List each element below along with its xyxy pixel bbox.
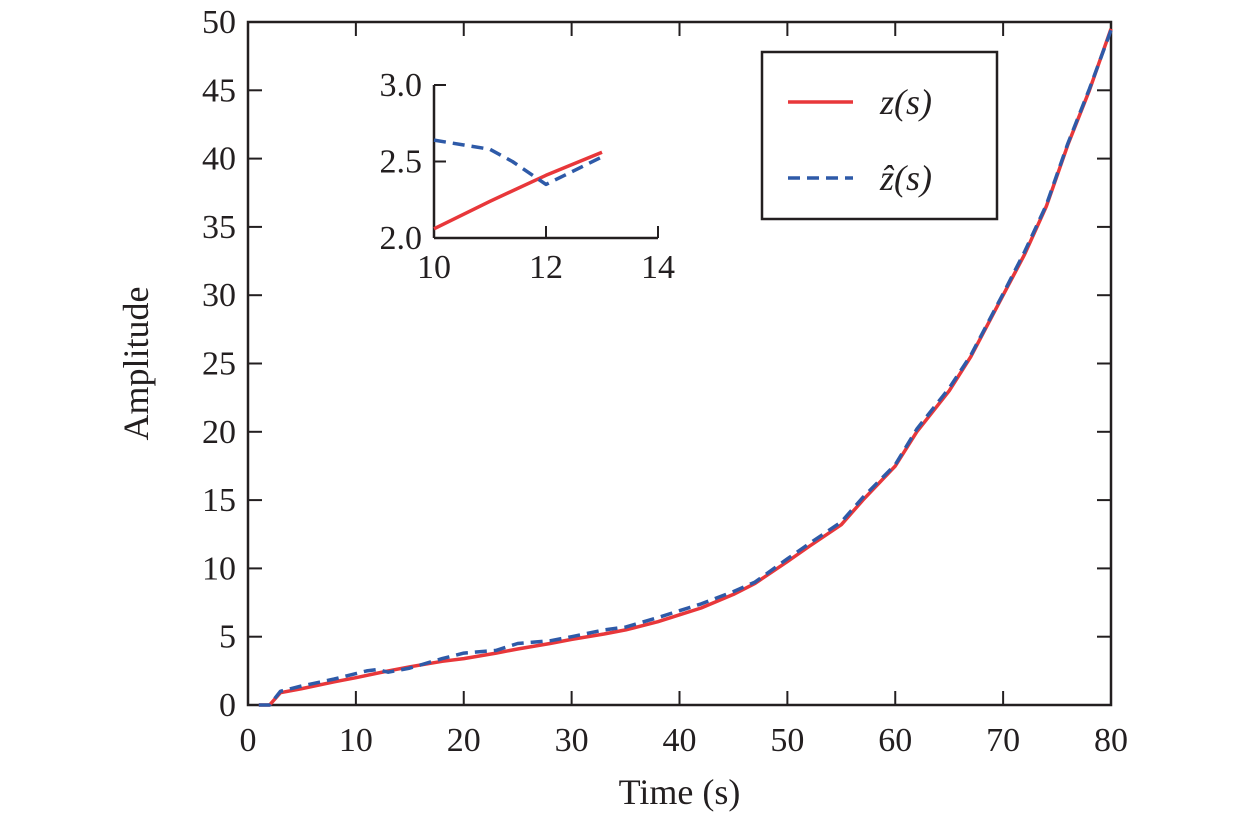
main-x-tick-label: 50 xyxy=(770,722,804,759)
main-series-line-z-hat xyxy=(258,29,1113,707)
main-y-tick-label: 45 xyxy=(202,72,236,109)
inset-series-line-z xyxy=(433,150,603,231)
legend-label-z-hat: ẑ(s) xyxy=(879,158,932,198)
inset-y-tick-label: 2.5 xyxy=(380,144,423,181)
main-y-tick-label: 10 xyxy=(202,550,236,587)
inset-x-tick-label: 10 xyxy=(417,249,451,286)
main-x-tick-label: 70 xyxy=(986,722,1020,759)
main-x-tick-label: 10 xyxy=(339,722,373,759)
y-axis-title: Amplitude xyxy=(116,287,156,441)
main-plot: 0 10 20 30 40 50 60 70 80 0 5 10 15 20 25 30 35 40 45 50 Tim… xyxy=(116,4,1128,812)
inset-plot: 10 12 14 2.0 2.5 3.0 xyxy=(380,67,676,286)
main-x-tick-label: 0 xyxy=(240,722,257,759)
main-y-tick-label: 40 xyxy=(202,141,236,178)
inset-y-tick-label: 3.0 xyxy=(380,67,423,104)
main-y-tick-label: 25 xyxy=(202,346,236,383)
inset-x-tick-label: 12 xyxy=(529,249,563,286)
main-y-tick-label: 20 xyxy=(202,414,236,451)
inset-y-tick-label: 2.0 xyxy=(380,220,423,257)
main-y-tick-label: 0 xyxy=(219,687,236,724)
main-y-tick-label: 5 xyxy=(219,619,236,656)
main-x-tick-label: 60 xyxy=(878,722,912,759)
main-y-tick-label: 30 xyxy=(202,277,236,314)
x-axis-title: Time (s) xyxy=(619,772,741,812)
main-x-tick-label: 20 xyxy=(447,722,481,759)
inset-x-tick-label: 14 xyxy=(641,249,675,286)
legend-box xyxy=(760,50,999,221)
main-x-tick-label: 80 xyxy=(1094,722,1128,759)
legend: z(s) ẑ(s) xyxy=(760,50,999,221)
inset-series-line-z-hat xyxy=(433,138,603,187)
main-x-tick-label: 40 xyxy=(663,722,697,759)
legend-label-z: z(s) xyxy=(879,82,932,122)
main-y-tick-label: 35 xyxy=(202,209,236,246)
main-x-tick-label: 30 xyxy=(555,722,589,759)
main-y-tick-label: 50 xyxy=(202,4,236,41)
main-y-tick-label: 15 xyxy=(202,482,236,519)
